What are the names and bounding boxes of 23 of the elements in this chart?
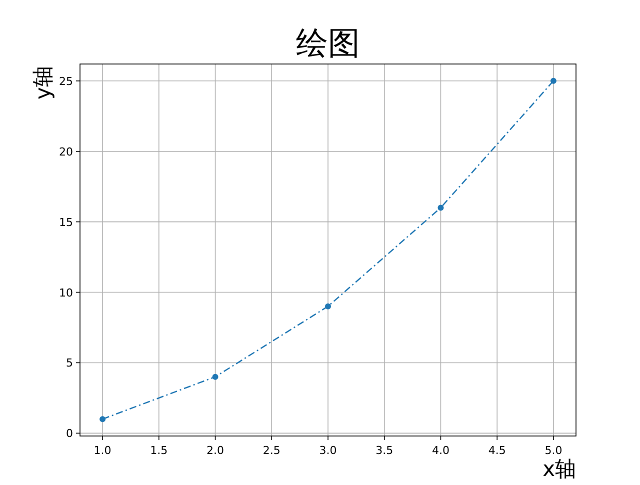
x-axis-title: x轴 <box>542 457 576 481</box>
point <box>550 78 556 84</box>
x-tick-label: 4.0 <box>432 444 450 457</box>
y-tick-label: 0 <box>66 427 73 440</box>
x-tick-label: 2.0 <box>206 444 224 457</box>
point <box>325 303 331 310</box>
chart-title: 绘图 <box>296 24 360 62</box>
y-tick-label: 10 <box>59 286 73 300</box>
point <box>212 374 218 380</box>
x-tick-label: 3.0 <box>319 444 337 457</box>
x-tick-label: 5.0 <box>544 444 562 457</box>
y-tick-label: 5 <box>66 356 73 370</box>
x-tick-label: 1.5 <box>150 444 168 457</box>
x-tick-label: 3.5 <box>376 444 394 457</box>
y-tick-label: 20 <box>59 145 73 158</box>
point <box>438 204 444 211</box>
point <box>100 416 106 422</box>
x-tick-label: 2.5 <box>262 444 280 457</box>
y-tick-label: 25 <box>59 74 73 88</box>
x-tick-label: 1.0 <box>94 444 112 457</box>
y-tick-label: 15 <box>59 216 73 229</box>
x-tick-label: 4.5 <box>488 444 506 457</box>
y-axis-title: y轴 <box>31 66 55 100</box>
